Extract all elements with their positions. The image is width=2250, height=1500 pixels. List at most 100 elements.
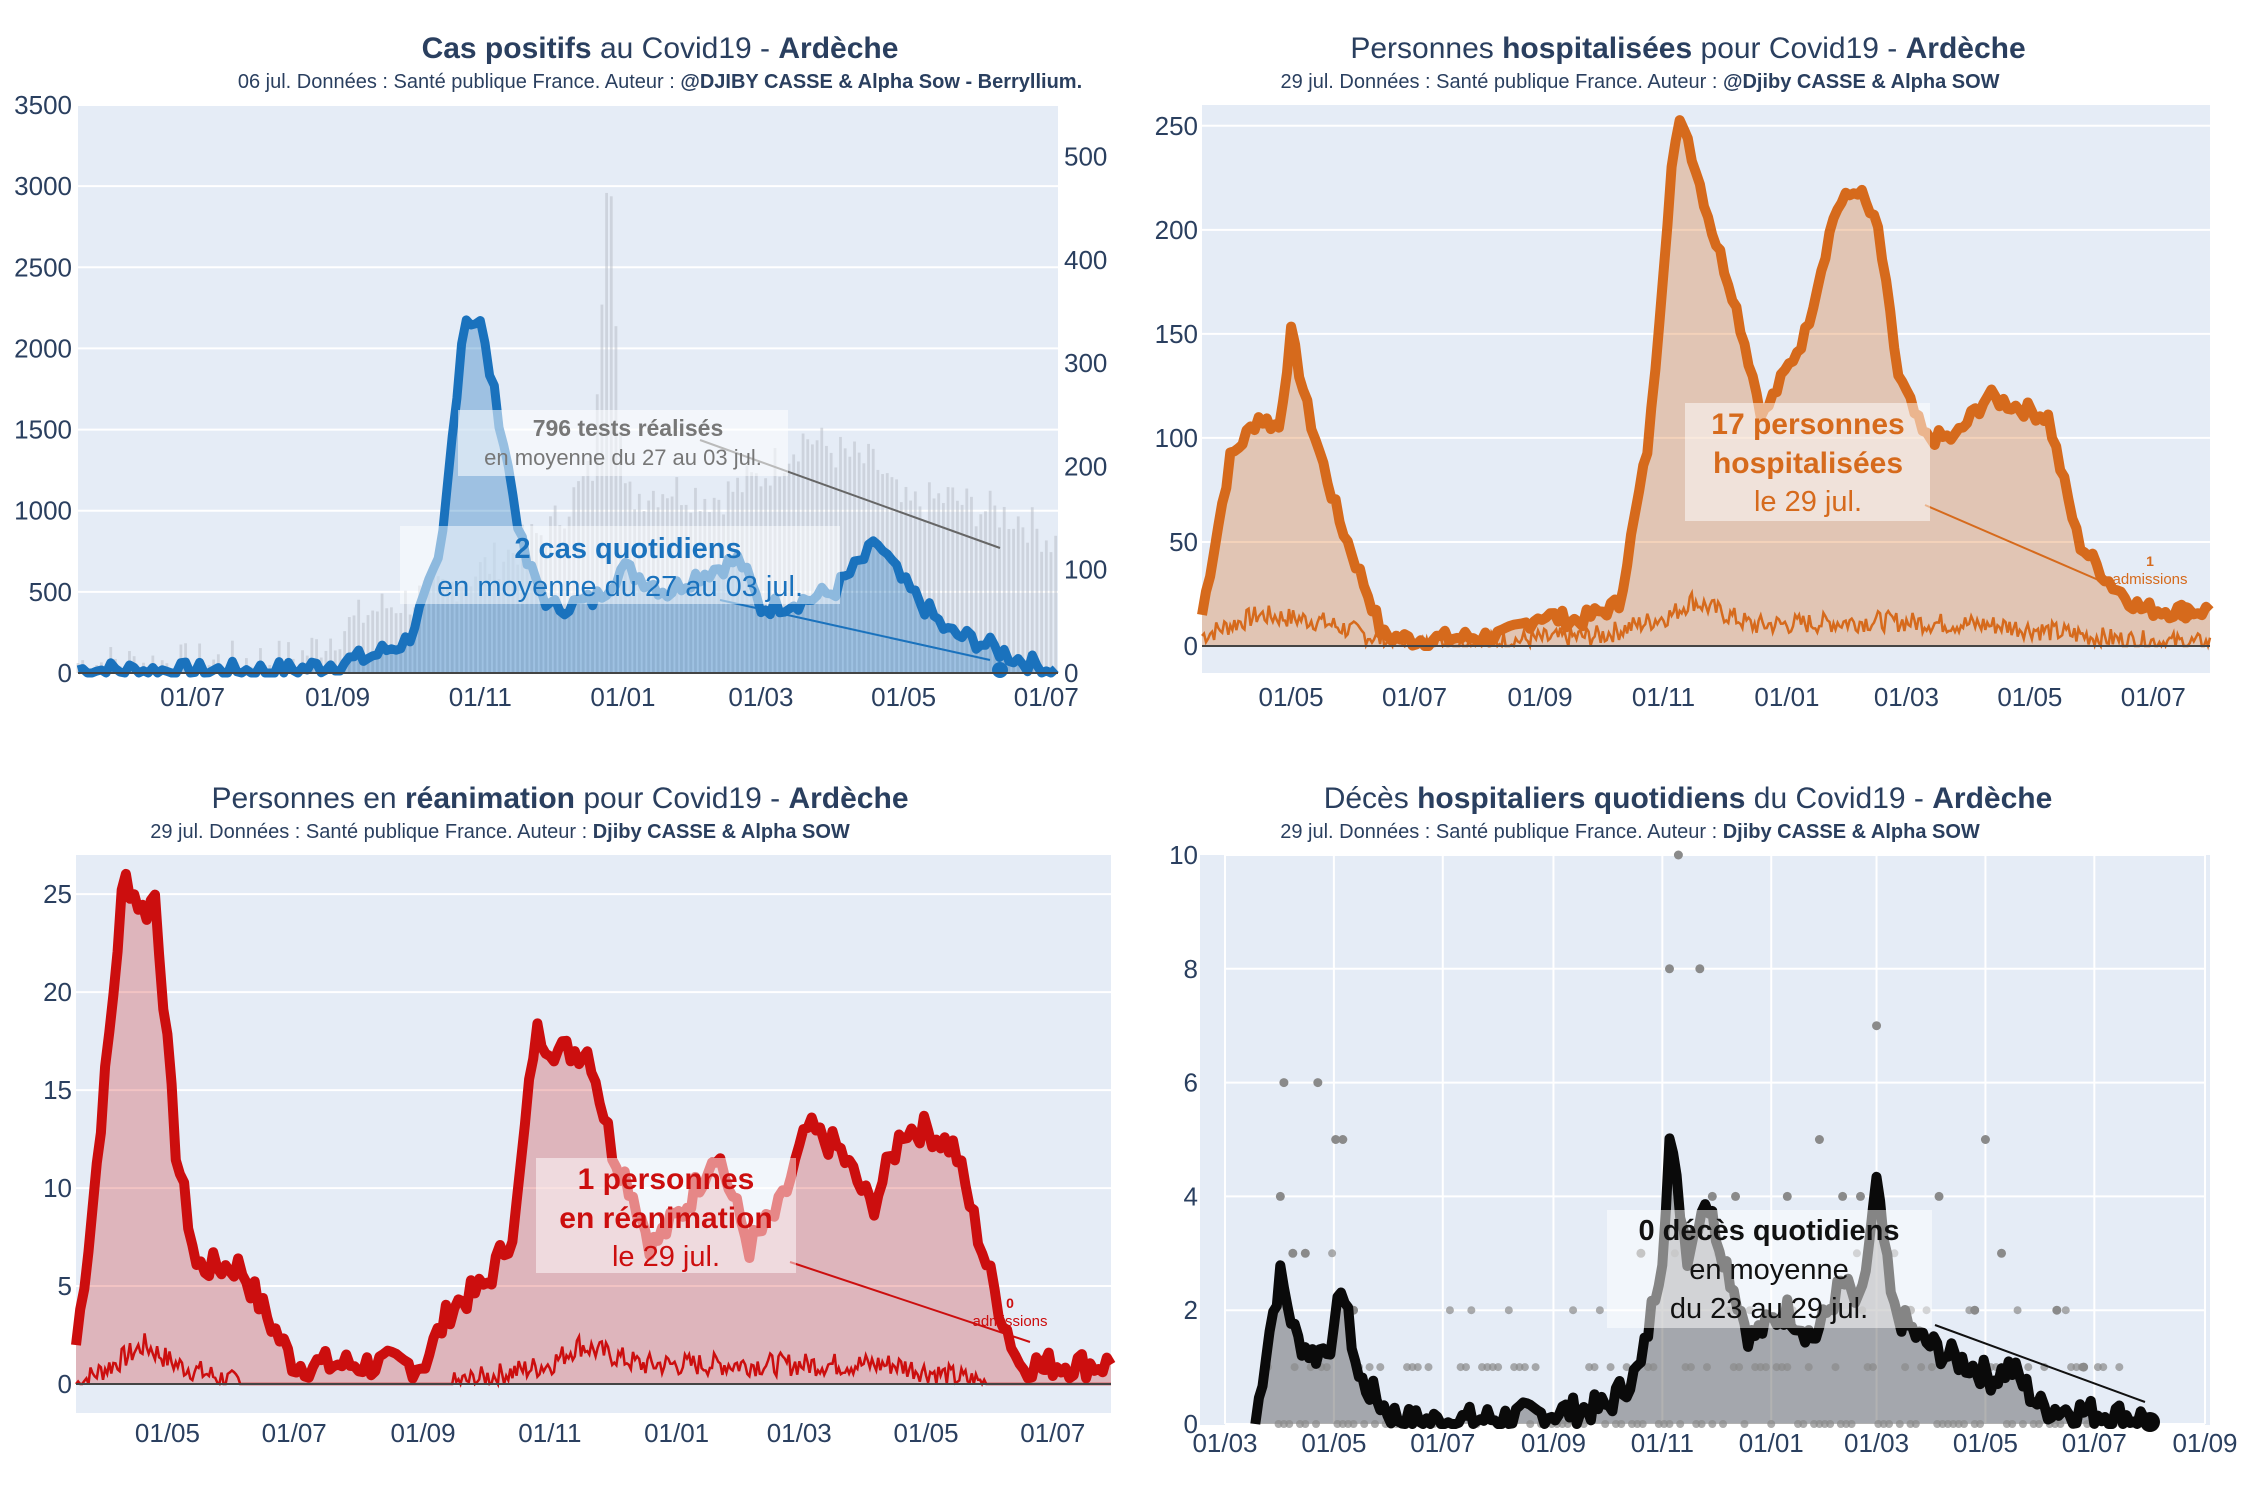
panel-reanimation: Personnes en réanimation pour Covid19 - … [43, 782, 1116, 1448]
tests-bar [881, 474, 884, 673]
tests-bar [469, 586, 473, 673]
x-tick-label: 01/05 [1301, 1428, 1366, 1458]
x-tick-label: 01/07 [2121, 682, 2186, 712]
x-tick-labels: 01/07 01/09 01/11 01/01 01/03 01/05 01/07 [160, 682, 1079, 712]
y-tick-labels: 0 50 100 150 200 250 [1155, 111, 1198, 661]
annotation-hosp-box [1685, 403, 1930, 521]
death-dot [1855, 1191, 1865, 1201]
annotation-adm-value: 1 [2146, 553, 2154, 569]
annotation-adm-value: 0 [1006, 1295, 1014, 1311]
y-tick-label: 200 [1155, 215, 1198, 245]
x-tick-label: 01/07 [1410, 1428, 1475, 1458]
tests-bar [525, 543, 529, 673]
death-dot [1601, 1420, 1610, 1428]
annotation-cases-title: 2 cas quotidiens [514, 533, 741, 565]
y-tick-label: 4 [1184, 1181, 1198, 1211]
death-dot [1831, 1363, 1840, 1372]
annotation-deaths-title: 0 décès quotidiens [1638, 1215, 1899, 1247]
daily-deaths-dots [1263, 850, 2129, 1428]
tests-bar [1016, 516, 1020, 673]
death-dot [1664, 964, 1674, 974]
x-tick-label: 01/05 [1953, 1428, 2018, 1458]
death-dot [1365, 1363, 1374, 1372]
tests-bar [918, 506, 922, 673]
y-tick-label: 500 [29, 577, 72, 607]
tests-bar [974, 526, 978, 673]
death-dot [1312, 1420, 1321, 1428]
tests-bar [1035, 528, 1039, 673]
annotation-arrow [1934, 1324, 2146, 1403]
x-tick-label: 01/07 [2062, 1428, 2127, 1458]
tests-bar [478, 562, 482, 673]
death-dot [1980, 1135, 1990, 1144]
tests-bar [998, 527, 1001, 673]
death-dot [1338, 1135, 1348, 1144]
tests-bar [343, 631, 347, 673]
annotation-hosp-title: 17 personnes [1711, 408, 1904, 441]
death-dot [1445, 1306, 1454, 1315]
death-dot [1735, 1363, 1744, 1372]
tests-bar [937, 493, 941, 673]
tests-bar [338, 649, 342, 673]
y-tick-label: 3000 [14, 171, 72, 201]
death-dot [1285, 1420, 1294, 1428]
panel-hospitalisees: Personnes hospitalisées pour Covid19 - A… [1155, 32, 2214, 712]
last-point-marker [992, 662, 1008, 678]
annotation-deaths-text2: du 23 au 29 jul. [1670, 1293, 1868, 1325]
tests-bar [394, 613, 398, 673]
death-dot [2013, 1306, 2022, 1315]
death-dot [1799, 1420, 1808, 1428]
y-tick-labels: 0 2 4 6 8 10 [1169, 840, 1198, 1439]
tests-bar [951, 487, 955, 673]
annotation-tests-title: 796 tests réalisés [533, 415, 724, 441]
tests-bar [1030, 507, 1034, 673]
annotation-adm-label: admissions [972, 1313, 1047, 1330]
death-dot [1804, 1363, 1813, 1372]
y-tick-label: 2 [1184, 1295, 1198, 1325]
x-tick-label: 01/03 [1844, 1428, 1909, 1458]
death-dot [1847, 1420, 1856, 1428]
death-dot [1595, 1306, 1604, 1315]
chart-title: Cas positifs au Covid19 - Ardèche [422, 32, 899, 65]
annotation-deaths-box [1607, 1210, 1932, 1328]
tests-bar [427, 574, 431, 673]
x-tick-label: 01/05 [1259, 682, 1324, 712]
plot-area [1200, 855, 2210, 1425]
tests-bar [862, 463, 866, 673]
death-dot [1976, 1420, 1985, 1428]
death-dot [1731, 1191, 1741, 1201]
tests-bar [450, 582, 454, 673]
hospital-area [1202, 120, 2210, 647]
tests-bar [1021, 527, 1025, 673]
tests-bar [871, 448, 875, 673]
y-tick-label: 0 [58, 658, 72, 688]
panel-deces: Décès hospitaliers quotidiens du Covid19… [1169, 782, 2237, 1458]
tests-bar [1049, 552, 1053, 673]
tests-bar [899, 502, 903, 673]
tests-bar [993, 505, 997, 673]
y-tick-label: 15 [43, 1075, 72, 1105]
tests-bar [1040, 551, 1044, 673]
y2-tick-label: 500 [1064, 142, 1107, 172]
tests-bar [422, 580, 426, 673]
death-dot [2115, 1363, 2124, 1372]
death-dot [1290, 1363, 1299, 1372]
y-tick-labels: 0 5 10 15 20 25 [43, 879, 72, 1399]
death-dot [1376, 1363, 1385, 1372]
death-dot [1494, 1363, 1503, 1372]
death-dot [2099, 1363, 2108, 1372]
tests-bar [352, 615, 356, 673]
death-dot [1782, 1191, 1792, 1201]
death-dot [1697, 1420, 1706, 1428]
tests-bar [516, 564, 520, 673]
death-dot [1520, 1363, 1529, 1372]
death-dot [1531, 1363, 1540, 1372]
death-dot [1349, 1420, 1358, 1428]
death-dot [1868, 1363, 1877, 1372]
tests-bar [979, 514, 983, 673]
tests-bar [366, 615, 370, 673]
x-tick-label: 01/07 [160, 682, 225, 712]
death-dot [1838, 1191, 1848, 1201]
y2-tick-labels: 0 100 200 300 400 500 [1064, 142, 1107, 688]
death-dot [1826, 1420, 1835, 1428]
